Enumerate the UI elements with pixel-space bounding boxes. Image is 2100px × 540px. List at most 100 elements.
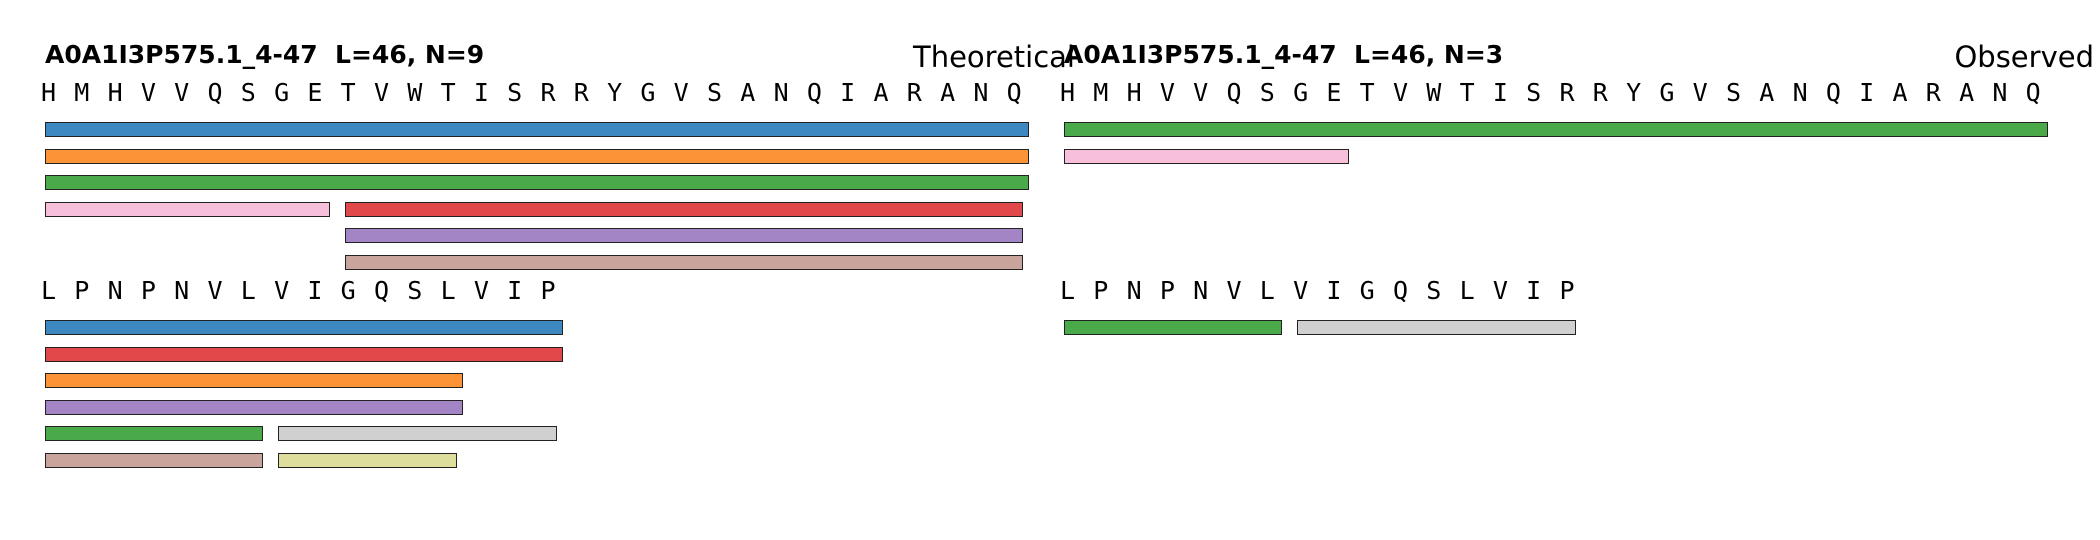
- residue-letter: V: [1492, 276, 1508, 305]
- residue-letter: V: [1226, 276, 1242, 305]
- residue-letter: V: [207, 276, 223, 305]
- residue-letter: S: [407, 276, 423, 305]
- peptide-bar: [278, 426, 557, 442]
- residue-letter: Q: [1392, 276, 1409, 305]
- residue-letter: I: [1526, 276, 1542, 305]
- residue-letter: S: [1426, 276, 1442, 305]
- residue-letter: E: [1326, 78, 1342, 107]
- residue-letter: S: [1259, 78, 1275, 107]
- residue-letter: Q: [373, 276, 390, 305]
- residue-letter: L: [1259, 276, 1275, 305]
- residue-letter: L: [1459, 276, 1475, 305]
- residue-letter: I: [473, 78, 489, 107]
- peptide-bar: [45, 453, 264, 468]
- theoretical-panel: A0A1I3P575.1_4-47 L=46, N=9 Theoretical …: [41, 0, 1075, 540]
- residue-letter: G: [340, 276, 356, 305]
- residue-letter: N: [973, 78, 989, 107]
- residue-letter: T: [1359, 78, 1375, 107]
- residue-letter: V: [140, 78, 156, 107]
- residue-letter: R: [573, 78, 589, 107]
- panel-title: A0A1I3P575.1_4-47 L=46, N=3: [1064, 40, 1504, 69]
- peptide-bar: [45, 148, 1029, 164]
- residue-letter: S: [706, 78, 723, 107]
- residue-letter: Q: [1825, 78, 1841, 107]
- residue-letter: I: [307, 276, 323, 305]
- peptide-bar: [1064, 148, 1349, 164]
- residue-letter: W: [407, 78, 423, 107]
- residue-letter: V: [1159, 78, 1175, 107]
- residue-letter: V: [1293, 276, 1309, 305]
- residue-letter: L: [240, 276, 256, 305]
- residue-letter: N: [1193, 276, 1209, 305]
- residue-letter: W: [1426, 78, 1442, 107]
- residue-letter: V: [1193, 78, 1209, 107]
- residue-letter: I: [840, 78, 856, 107]
- residue-letter: P: [540, 276, 556, 305]
- residue-letter: V: [373, 78, 390, 107]
- residue-letter: S: [240, 78, 256, 107]
- peptide-bar: [1064, 122, 2048, 137]
- peptide-bar: [344, 228, 1023, 244]
- residue-letter: L: [1059, 276, 1076, 305]
- peptide-bar: [45, 122, 1029, 137]
- residue-letter: G: [1659, 78, 1675, 107]
- residue-letter: R: [1925, 78, 1941, 107]
- residue-letter: Y: [1626, 78, 1642, 107]
- residue-letter: H: [40, 78, 57, 107]
- residue-letter: A: [740, 78, 756, 107]
- residue-letter: V: [174, 78, 190, 107]
- residue-letter: L: [40, 276, 57, 305]
- residue-letter: P: [1159, 276, 1175, 305]
- residue-letter: N: [1126, 276, 1142, 305]
- residue-letter: R: [1559, 78, 1575, 107]
- residue-letter: G: [274, 78, 290, 107]
- residue-letter: A: [1759, 78, 1775, 107]
- peptide-bar: [45, 320, 563, 335]
- residue-letter: I: [1859, 78, 1875, 107]
- residue-letter: T: [340, 78, 356, 107]
- residue-letter: T: [1459, 78, 1475, 107]
- panel-label: Observed: [1954, 40, 2094, 74]
- residue-letter: A: [873, 78, 889, 107]
- peptide-bar: [344, 255, 1023, 270]
- residue-letter: S: [1725, 78, 1742, 107]
- residue-letter: P: [140, 276, 156, 305]
- residue-letter: Q: [1006, 78, 1022, 107]
- peptide-bar: [344, 201, 1023, 217]
- residue-letter: G: [1359, 276, 1375, 305]
- residue-letter: A: [940, 78, 956, 107]
- residue-letter: A: [1892, 78, 1908, 107]
- residue-letter: V: [1392, 78, 1409, 107]
- peptide-bar: [45, 201, 330, 217]
- residue-letter: N: [107, 276, 123, 305]
- residue-letter: V: [274, 276, 290, 305]
- peptide-bar: [45, 426, 264, 442]
- residue-letter: G: [1293, 78, 1309, 107]
- residue-letter: P: [1093, 276, 1109, 305]
- peptide-bar: [45, 346, 563, 362]
- residue-letter: N: [174, 276, 190, 305]
- residue-letter: N: [1792, 78, 1808, 107]
- residue-letter: M: [74, 78, 90, 107]
- residue-letter: S: [1526, 78, 1542, 107]
- residue-letter: I: [1492, 78, 1508, 107]
- residue-letter: P: [74, 276, 90, 305]
- residue-letter: V: [1692, 78, 1708, 107]
- residue-letter: E: [307, 78, 323, 107]
- peptide-bar: [45, 373, 463, 389]
- peptide-bar: [45, 175, 1029, 191]
- peptide-bar: [1297, 320, 1576, 335]
- residue-letter: Q: [1226, 78, 1242, 107]
- residue-letter: Q: [2025, 78, 2041, 107]
- residue-letter: L: [440, 276, 456, 305]
- residue-letter: H: [1126, 78, 1142, 107]
- panel-title: A0A1I3P575.1_4-47 L=46, N=9: [45, 40, 485, 69]
- residue-letter: Y: [607, 78, 623, 107]
- peptide-bar: [278, 453, 457, 468]
- residue-letter: A: [1959, 78, 1975, 107]
- residue-letter: R: [1592, 78, 1608, 107]
- residue-letter: M: [1093, 78, 1109, 107]
- residue-letter: R: [540, 78, 556, 107]
- residue-letter: I: [1326, 276, 1342, 305]
